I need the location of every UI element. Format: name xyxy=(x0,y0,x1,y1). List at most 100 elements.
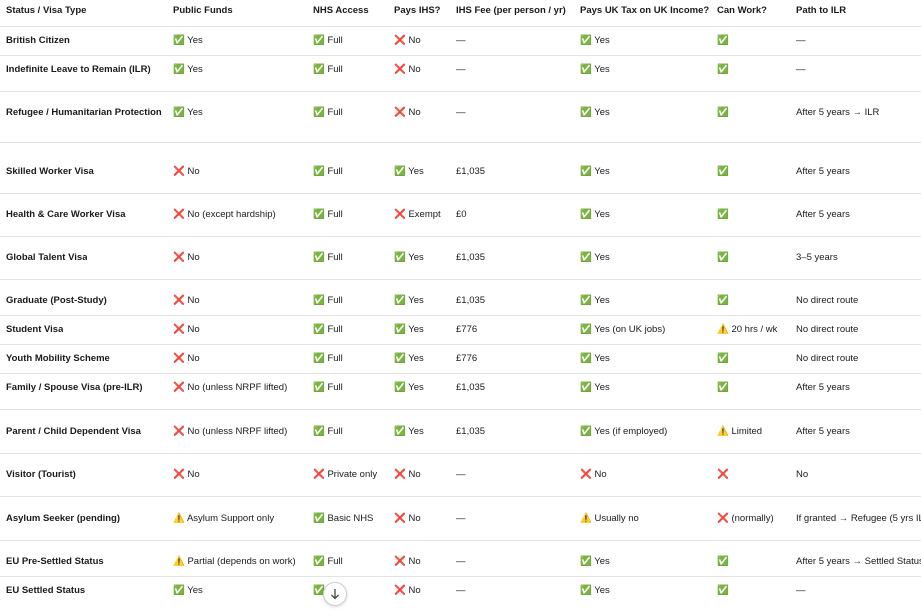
table-cell: — xyxy=(456,585,466,596)
table-cell: £776 xyxy=(456,353,478,364)
table-row: Visitor (Tourist) ❌ No ❌ Private only ❌ No —… xyxy=(0,452,921,497)
table-cell: No xyxy=(796,469,809,480)
header-cell: Public Funds xyxy=(173,5,233,16)
table-cell: ✅ Yes xyxy=(173,585,203,596)
table-cell: Refugee / Humanitarian Protection xyxy=(6,107,162,118)
table-cell: ✅ Yes xyxy=(173,35,203,46)
table-cell: ✅ Full xyxy=(313,166,343,177)
table-cell: ✅ Yes xyxy=(580,166,610,177)
table-cell: ✅ Full xyxy=(313,252,343,263)
table-cell: ✅ Yes xyxy=(394,382,424,393)
table-cell: ✅ Yes xyxy=(580,353,610,364)
table-cell: — xyxy=(456,64,466,75)
table-cell: ❌ No xyxy=(394,513,421,524)
table-row: Global Talent Visa ❌ No ✅ Full ✅ Yes £1,035 ✅… xyxy=(0,235,921,279)
table-cell: ❌ No xyxy=(394,35,421,46)
table-row: Family / Spouse Visa (pre-ILR) ❌ No (unle… xyxy=(0,372,921,410)
table-cell: After 5 years xyxy=(796,166,850,177)
table-cell: 3–5 years xyxy=(796,252,838,263)
table-cell: After 5 years → Settled Status xyxy=(796,556,921,567)
table-cell: ❌ No (unless NRPF lifted) xyxy=(173,382,288,393)
header-cell: Can Work? xyxy=(717,5,767,16)
table-cell: £1,035 xyxy=(456,382,486,393)
table-row: British Citizen ✅ Yes ✅ Full ❌ No — ✅ Yes ✅ — xyxy=(0,25,921,55)
table-cell: £1,035 xyxy=(456,295,486,306)
table-cell: ⚠️ Usually no xyxy=(580,513,639,524)
table-cell: ✅ xyxy=(717,166,729,177)
header-cell: NHS Access xyxy=(313,5,369,16)
table-row: Graduate (Post-Study) ❌ No ✅ Full ✅ Yes £1,0… xyxy=(0,278,921,315)
table-cell: ✅ Yes xyxy=(580,556,610,567)
table-cell: ✅ xyxy=(717,585,729,596)
table-cell: ✅ xyxy=(717,64,729,75)
header-cell: Path to ILR xyxy=(796,5,847,16)
table-cell: ❌ No xyxy=(173,252,200,263)
table-cell: ❌ xyxy=(717,469,729,480)
table-cell: After 5 years xyxy=(796,382,850,393)
table-cell: — xyxy=(796,64,806,75)
header-cell: Pays IHS? xyxy=(394,5,441,16)
table-cell: ❌ No xyxy=(173,166,200,177)
table-cell: ✅ Yes xyxy=(394,324,424,335)
table-cell: — xyxy=(456,556,466,567)
table-row: Indefinite Leave to Remain (ILR) ✅ Yes ✅ F… xyxy=(0,54,921,91)
table-cell: ✅ xyxy=(717,295,729,306)
table-cell: No direct route xyxy=(796,324,859,335)
table-cell: ✅ Full xyxy=(313,556,343,567)
table-cell: ❌ No xyxy=(394,556,421,567)
table-cell: If granted → Refugee (5 yrs ILR) xyxy=(796,513,921,524)
table-cell: ✅ Yes xyxy=(580,252,610,263)
table-row: Asylum Seeker (pending) ⚠️ Asylum Support… xyxy=(0,496,921,540)
table-cell: No direct route xyxy=(796,295,859,306)
table-cell: ❌ No xyxy=(394,107,421,118)
table-cell: ✅ Yes xyxy=(394,353,424,364)
table-row: Skilled Worker Visa ❌ No ✅ Full ✅ Yes £1,035… xyxy=(0,141,921,193)
table-cell: ✅ Yes xyxy=(394,252,424,263)
table-cell: Graduate (Post-Study) xyxy=(6,295,107,306)
table-cell: ✅ Yes xyxy=(173,64,203,75)
table-cell: ✅ Full xyxy=(313,64,343,75)
table-cell: ❌ No xyxy=(394,469,421,480)
table-cell: ✅ Yes xyxy=(394,295,424,306)
table-row: EU Pre-Settled Status ⚠️ Partial (depends… xyxy=(0,539,921,576)
table-cell: ✅ Yes xyxy=(394,426,424,437)
table-cell: ❌ Exempt xyxy=(394,209,441,220)
table-cell: Youth Mobility Scheme xyxy=(6,353,110,364)
table-cell: ✅ Full xyxy=(313,295,343,306)
table-cell: Global Talent Visa xyxy=(6,252,88,263)
arrow-icon xyxy=(331,589,339,600)
header-cell: Pays UK Tax on UK Income? xyxy=(580,5,710,16)
table-cell: — xyxy=(796,35,806,46)
table-cell: ⚠️ 20 hrs / wk xyxy=(717,324,778,335)
table-cell: Parent / Child Dependent Visa xyxy=(6,426,141,437)
table-cell: £1,035 xyxy=(456,166,486,177)
header-row: Status / Visa Type Public Funds NHS Access… xyxy=(0,0,921,26)
scroll-down-button[interactable] xyxy=(323,582,347,606)
table-cell: ❌ No xyxy=(173,353,200,364)
table-cell: ✅ xyxy=(717,252,729,263)
table-cell: £776 xyxy=(456,324,478,335)
table-cell: ❌ No xyxy=(173,324,200,335)
table-cell: ✅ Yes xyxy=(580,64,610,75)
table-cell: After 5 years xyxy=(796,426,850,437)
table-cell: ❌ (normally) xyxy=(717,513,774,524)
table-cell: ✅ Full xyxy=(313,426,343,437)
table-cell: ❌ No xyxy=(394,64,421,75)
table-cell: ✅ Yes xyxy=(580,295,610,306)
table-cell: £1,035 xyxy=(456,426,486,437)
table-cell: £1,035 xyxy=(456,252,486,263)
table-cell: — xyxy=(456,469,466,480)
table-cell: — xyxy=(796,585,806,596)
table-cell: ❌ No (except hardship) xyxy=(173,209,276,220)
table-cell: ❌ No xyxy=(173,469,200,480)
table-cell: After 5 years xyxy=(796,209,850,220)
table-cell: ⚠️ Asylum Support only xyxy=(173,513,275,524)
table-cell: ✅ Full xyxy=(313,353,343,364)
header-cell: Status / Visa Type xyxy=(6,5,87,16)
table-cell: ✅ Yes (if employed) xyxy=(580,426,668,437)
table-cell: — xyxy=(456,35,466,46)
table-cell: No direct route xyxy=(796,353,859,364)
table-cell: ⚠️ Partial (depends on work) xyxy=(173,556,296,567)
table-cell: ✅ Full xyxy=(313,107,343,118)
table-cell: Asylum Seeker (pending) xyxy=(6,513,121,524)
